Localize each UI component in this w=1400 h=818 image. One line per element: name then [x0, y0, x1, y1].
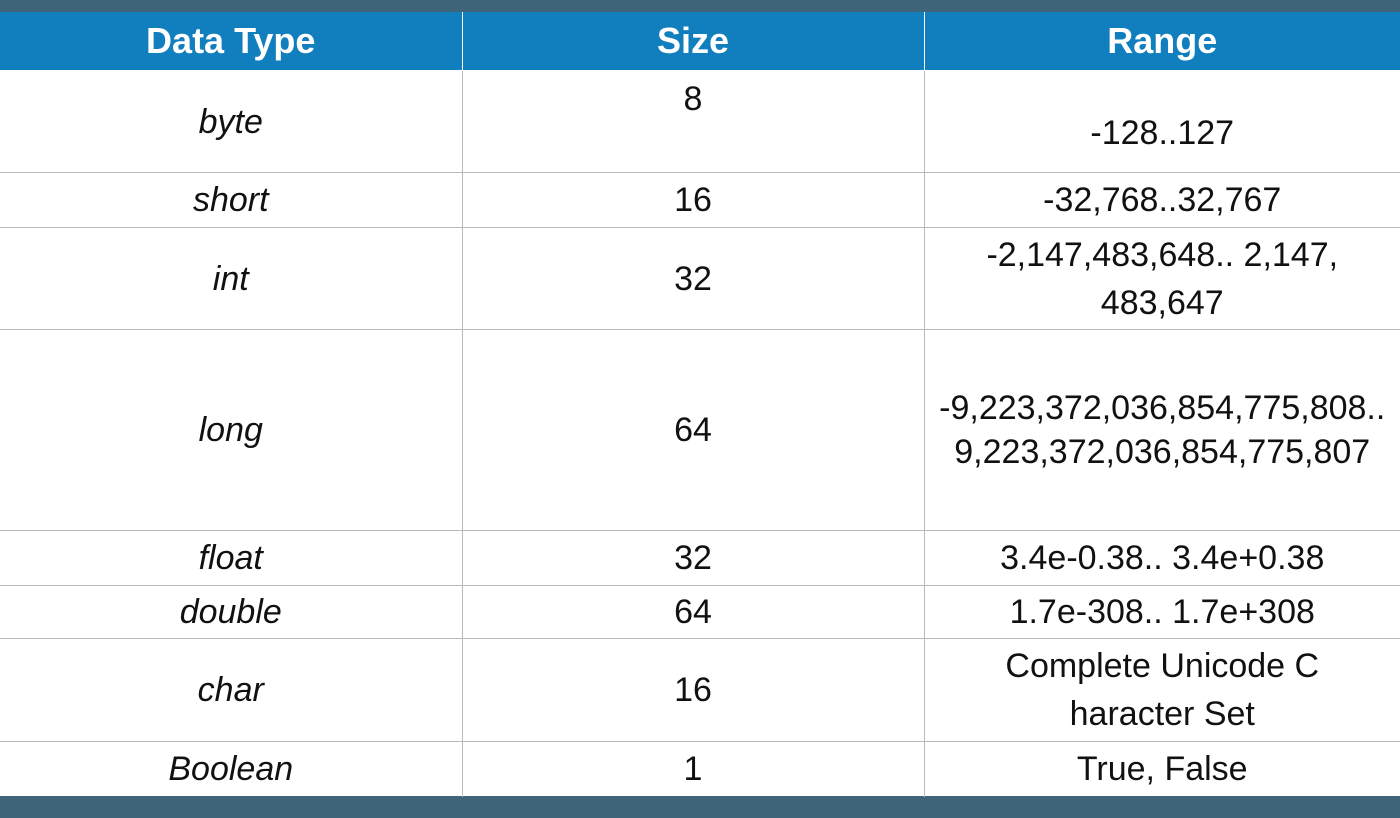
- cell-size: 1: [461, 741, 925, 797]
- table-row: byte 8 -128..127: [0, 70, 1400, 173]
- cell-type: byte: [0, 70, 463, 173]
- cell-type: double: [0, 585, 463, 639]
- cell-range: True, False: [923, 741, 1400, 797]
- table-row: long 64 -9,223,372,036,854,775,808.. 9,2…: [0, 329, 1400, 531]
- cell-size: 64: [461, 585, 925, 639]
- cell-range: -32,768..32,767: [923, 172, 1400, 228]
- header-size: Size: [461, 12, 924, 71]
- table-row: int 32 -2,147,483,648.. 2,147,483,647: [0, 227, 1400, 330]
- data-types-table: Data Type Size Range byte 8 -128..127 sh…: [0, 12, 1400, 797]
- cell-type: short: [0, 172, 463, 228]
- data-types-table-frame: Data Type Size Range byte 8 -128..127 sh…: [0, 12, 1400, 797]
- cell-type: int: [0, 227, 463, 330]
- cell-type: Boolean: [0, 741, 463, 797]
- header-range: Range: [923, 12, 1400, 71]
- table-row: char 16 Complete Unicode Character Set: [0, 638, 1400, 742]
- cell-size: 32: [461, 227, 925, 330]
- cell-size: 32: [461, 530, 925, 586]
- cell-type: long: [0, 329, 463, 531]
- table-row: short 16 -32,768..32,767: [0, 172, 1400, 228]
- cell-type: float: [0, 530, 463, 586]
- cell-range: -9,223,372,036,854,775,808.. 9,223,372,0…: [923, 329, 1400, 531]
- cell-range: 1.7e-308.. 1.7e+308: [923, 585, 1400, 639]
- cell-size: 16: [461, 638, 925, 742]
- table-row: float 32 3.4e-0.38.. 3.4e+0.38: [0, 530, 1400, 586]
- table-row: Boolean 1 True, False: [0, 741, 1400, 797]
- cell-range: 3.4e-0.38.. 3.4e+0.38: [923, 530, 1400, 586]
- table-row: double 64 1.7e-308.. 1.7e+308: [0, 585, 1400, 639]
- cell-size: 64: [461, 329, 925, 531]
- header-data-type: Data Type: [0, 12, 462, 71]
- cell-range: Complete Unicode Character Set: [923, 638, 1400, 742]
- cell-type: char: [0, 638, 463, 742]
- cell-size: 8: [461, 70, 925, 173]
- cell-range: -128..127: [923, 70, 1400, 173]
- cell-range: -2,147,483,648.. 2,147,483,647: [923, 227, 1400, 330]
- table-header-row: Data Type Size Range: [0, 12, 1400, 71]
- cell-size: 16: [461, 172, 925, 228]
